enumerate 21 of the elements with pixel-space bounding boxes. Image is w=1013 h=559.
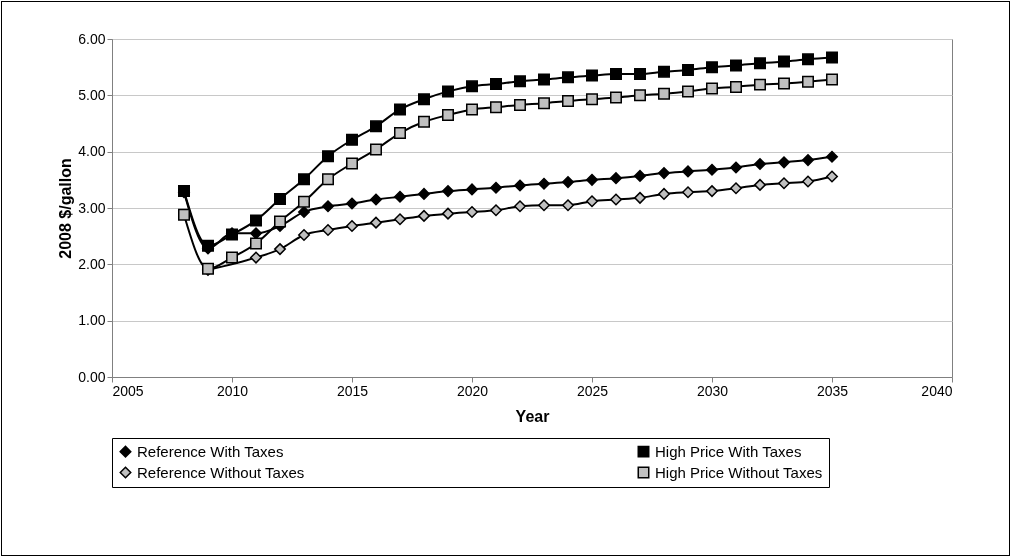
y-tick-label: 5.00 <box>78 86 106 103</box>
x-tick-label: 2025 <box>576 382 609 399</box>
y-tick-label: 3.00 <box>78 199 106 216</box>
y-axis-title: 2008 $/gallon <box>57 158 75 259</box>
x-tick-label: 2005 <box>112 382 144 399</box>
legend-label: High Price With Taxes <box>655 442 802 460</box>
legend-label: Reference Without Taxes <box>137 463 305 481</box>
y-tick-label: 6.00 <box>78 30 106 47</box>
y-tick-label: 1.00 <box>78 312 106 329</box>
y-tick-label: 2.00 <box>78 255 106 272</box>
x-axis-title: Year <box>515 407 550 425</box>
legend-label: Reference With Taxes <box>137 442 284 460</box>
x-tick-label: 2035 <box>816 382 849 399</box>
x-tick-label: 2010 <box>216 382 249 399</box>
y-tick-label: 4.00 <box>78 143 106 160</box>
x-tick-label: 2020 <box>456 382 489 399</box>
y-tick-label: 0.00 <box>78 368 106 385</box>
legend-label: High Price Without Taxes <box>655 463 823 481</box>
x-tick-label: 2015 <box>336 382 369 399</box>
x-tick-label: 2040 <box>921 382 953 399</box>
x-tick-label: 2030 <box>696 382 729 399</box>
